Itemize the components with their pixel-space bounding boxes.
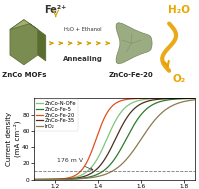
IrO₂ [194, 99, 196, 101]
IrO₂ [140, 138, 143, 140]
IrO₂ [61, 178, 63, 180]
Legend: ZnCo-N-OFe, ZnCo-Fe-5, ZnCo-Fe-20, ZnCo-Fe-35, IrO₂: ZnCo-N-OFe, ZnCo-Fe-5, ZnCo-Fe-20, ZnCo-… [35, 99, 78, 131]
ZnCo-Fe-35 [140, 102, 143, 105]
Text: O₂: O₂ [173, 74, 186, 84]
Text: 176 m V: 176 m V [58, 158, 93, 170]
Polygon shape [10, 20, 38, 29]
ZnCo-N-OFe [74, 176, 76, 178]
ZnCo-N-OFe [154, 98, 156, 100]
Text: Fe²⁺: Fe²⁺ [45, 5, 67, 15]
ZnCo-Fe-35 [105, 155, 108, 157]
IrO₂ [105, 173, 108, 175]
ZnCo-N-OFe [194, 97, 196, 99]
ZnCo-Fe-20 [105, 112, 108, 115]
Polygon shape [38, 29, 46, 61]
IrO₂ [74, 178, 76, 180]
Line: ZnCo-Fe-20: ZnCo-Fe-20 [34, 98, 195, 180]
ZnCo-N-OFe [61, 178, 63, 180]
ZnCo-Fe-20 [140, 97, 143, 100]
ZnCo-Fe-5 [140, 113, 143, 115]
ZnCo-Fe-20 [61, 178, 63, 180]
Text: H₂O: H₂O [168, 5, 190, 15]
Polygon shape [116, 23, 152, 64]
ZnCo-N-OFe [128, 104, 130, 106]
ZnCo-Fe-5 [33, 178, 35, 181]
ZnCo-Fe-5 [154, 102, 156, 105]
ZnCo-N-OFe [105, 138, 108, 140]
IrO₂ [154, 119, 156, 121]
ZnCo-Fe-35 [61, 178, 63, 180]
Line: ZnCo-Fe-35: ZnCo-Fe-35 [34, 98, 195, 180]
ZnCo-Fe-20 [154, 97, 156, 99]
ZnCo-Fe-20 [128, 98, 130, 100]
ZnCo-Fe-35 [194, 97, 196, 99]
IrO₂ [33, 178, 35, 181]
ZnCo-Fe-35 [74, 177, 76, 179]
ZnCo-N-OFe [140, 99, 143, 101]
Text: ZnCo MOFs: ZnCo MOFs [2, 72, 46, 78]
Text: ZnCo-Fe-20: ZnCo-Fe-20 [109, 72, 154, 78]
ZnCo-Fe-5 [128, 133, 130, 135]
ZnCo-Fe-35 [33, 178, 35, 181]
ZnCo-Fe-20 [194, 97, 196, 99]
ZnCo-Fe-5 [74, 178, 76, 180]
ZnCo-Fe-20 [33, 178, 35, 181]
ZnCo-Fe-35 [128, 114, 130, 116]
Y-axis label: Current density
(mA cm⁻²): Current density (mA cm⁻²) [6, 112, 21, 166]
ZnCo-Fe-5 [105, 167, 108, 169]
Polygon shape [10, 20, 38, 65]
ZnCo-N-OFe [33, 178, 35, 181]
Text: H₂O + Ethanol: H₂O + Ethanol [64, 27, 101, 32]
Text: Annealing: Annealing [63, 56, 102, 62]
ZnCo-Fe-5 [61, 178, 63, 180]
Line: IrO₂: IrO₂ [34, 100, 195, 180]
Line: ZnCo-N-OFe: ZnCo-N-OFe [34, 98, 195, 180]
IrO₂ [128, 155, 130, 158]
ZnCo-Fe-5 [194, 97, 196, 100]
Line: ZnCo-Fe-5: ZnCo-Fe-5 [34, 98, 195, 180]
ZnCo-Fe-20 [74, 174, 76, 177]
ZnCo-Fe-35 [154, 98, 156, 101]
